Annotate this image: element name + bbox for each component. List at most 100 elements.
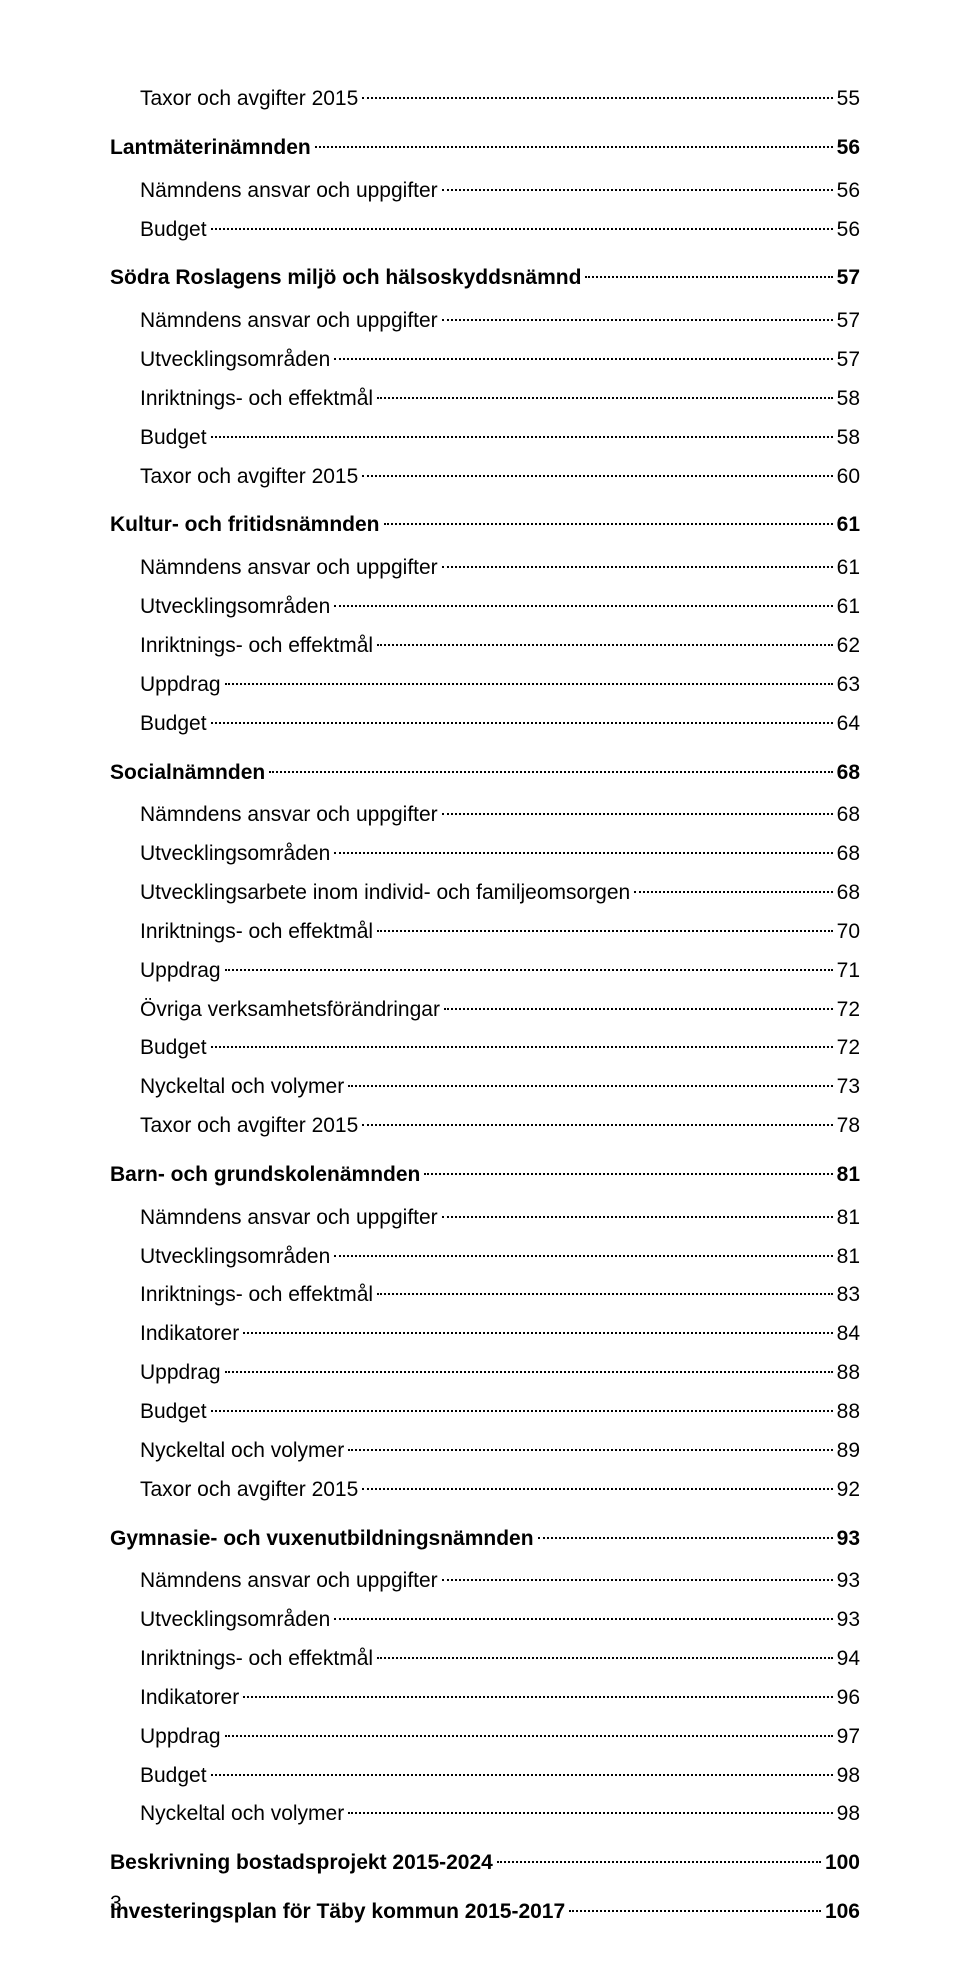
toc-label: Socialnämnden [110, 754, 265, 793]
toc-page-number: 93 [837, 1601, 860, 1640]
toc-entry: Utvecklingsområden93 [140, 1601, 860, 1640]
toc-dot-leader [334, 1242, 832, 1263]
toc-page-number: 96 [837, 1679, 860, 1718]
toc-dot-leader [362, 84, 832, 105]
toc-page-number: 98 [837, 1795, 860, 1834]
toc-label: Budget [140, 419, 207, 458]
toc-page-number: 68 [837, 835, 860, 874]
toc-entry: Taxor och avgifter 2015 60 [140, 458, 860, 497]
toc-page-number: 70 [837, 913, 860, 952]
toc-page-number: 56 [837, 129, 860, 168]
toc-entry: Nämndens ansvar och uppgifter61 [140, 549, 860, 588]
toc-label: Budget [140, 211, 207, 250]
toc-page-number: 73 [837, 1068, 860, 1107]
toc-dot-leader [243, 1319, 832, 1340]
toc-page-number: 57 [837, 259, 860, 298]
toc-dot-leader [225, 1358, 833, 1379]
toc-page-number: 89 [837, 1432, 860, 1471]
toc-label: Inriktnings- och effektmål [140, 380, 373, 419]
toc-entry: Lantmäterinämnden 56 [110, 129, 860, 168]
toc-dot-leader [442, 1203, 833, 1224]
toc-label: Lantmäterinämnden [110, 129, 311, 168]
toc-page-number: 57 [837, 341, 860, 380]
toc-dot-leader [243, 1683, 832, 1704]
toc-entry: Södra Roslagens miljö och hälsoskyddsnäm… [110, 259, 860, 298]
toc-label: Budget [140, 1757, 207, 1796]
toc-dot-leader [442, 176, 833, 197]
toc-page-number: 88 [837, 1393, 860, 1432]
toc-page-number: 56 [837, 211, 860, 250]
toc-label: Inriktnings- och effektmål [140, 1640, 373, 1679]
toc-dot-leader [334, 592, 832, 613]
toc-page-number: 61 [837, 506, 860, 545]
toc-dot-leader [211, 215, 833, 236]
toc-dot-leader [348, 1436, 832, 1457]
toc-label: Taxor och avgifter 2015 [140, 1471, 358, 1510]
toc-label: Södra Roslagens miljö och hälsoskyddsnäm… [110, 259, 581, 298]
toc-dot-leader [211, 709, 833, 730]
toc-entry: Gymnasie- och vuxenutbildningsnämnden93 [110, 1520, 860, 1559]
toc-entry: Uppdrag97 [140, 1718, 860, 1757]
toc-page-number: 81 [837, 1156, 860, 1195]
toc-label: Nyckeltal och volymer [140, 1432, 344, 1471]
toc-entry: Kultur- och fritidsnämnden61 [110, 506, 860, 545]
toc-entry: Nämndens ansvar och uppgifter81 [140, 1199, 860, 1238]
toc-entry: Budget64 [140, 705, 860, 744]
toc-dot-leader [211, 1033, 833, 1054]
toc-dot-leader [362, 1111, 832, 1132]
toc-page-number: 56 [837, 172, 860, 211]
toc-dot-leader [634, 878, 832, 899]
toc-dot-leader [442, 1566, 833, 1587]
toc-label: Budget [140, 705, 207, 744]
toc-entry: Budget58 [140, 419, 860, 458]
toc-page-number: 62 [837, 627, 860, 666]
toc-dot-leader [334, 1605, 832, 1626]
toc-label: Inriktnings- och effektmål [140, 627, 373, 666]
toc-page-number: 60 [837, 458, 860, 497]
toc-entry: Barn- och grundskolenämnden 81 [110, 1156, 860, 1195]
toc-dot-leader [442, 800, 833, 821]
toc-label: Utvecklingsområden [140, 835, 330, 874]
toc-dot-leader [384, 510, 833, 531]
toc-label: Indikatorer [140, 1315, 239, 1354]
toc-entry: Taxor och avgifter 201555 [140, 80, 860, 119]
toc-page-number: 55 [837, 80, 860, 119]
toc-label: Utvecklingsområden [140, 341, 330, 380]
toc-label: Taxor och avgifter 2015 [140, 458, 358, 497]
toc-dot-leader [377, 1644, 833, 1665]
toc-page-number: 92 [837, 1471, 860, 1510]
toc-entry: Uppdrag 88 [140, 1354, 860, 1393]
toc-entry: Utvecklingsområden 57 [140, 341, 860, 380]
toc-page-number: 72 [837, 991, 860, 1030]
toc-label: Inriktnings- och effektmål [140, 913, 373, 952]
toc-entry: Inriktnings- och effektmål94 [140, 1640, 860, 1679]
toc-dot-leader [377, 1280, 833, 1301]
toc-entry: Budget 88 [140, 1393, 860, 1432]
toc-label: Beskrivning bostadsprojekt 2015-2024 [110, 1844, 493, 1883]
toc-label: Taxor och avgifter 2015 [140, 1107, 358, 1146]
toc-label: Budget [140, 1393, 207, 1432]
toc-label: Nyckeltal och volymer [140, 1795, 344, 1834]
toc-label: Nämndens ansvar och uppgifter [140, 1562, 438, 1601]
toc-page-number: 63 [837, 666, 860, 705]
toc-label: Nämndens ansvar och uppgifter [140, 796, 438, 835]
toc-label: Uppdrag [140, 1354, 221, 1393]
toc-dot-leader [424, 1160, 832, 1181]
toc-entry: Investeringsplan för Täby kommun 2015-20… [110, 1893, 860, 1932]
toc-page-number: 98 [837, 1757, 860, 1796]
toc-dot-leader [377, 631, 833, 652]
toc-dot-leader [444, 995, 833, 1016]
toc-label: Gymnasie- och vuxenutbildningsnämnden [110, 1520, 534, 1559]
toc-entry: Nyckeltal och volymer 98 [140, 1795, 860, 1834]
toc-label: Barn- och grundskolenämnden [110, 1156, 420, 1195]
toc-entry: Budget 56 [140, 211, 860, 250]
toc-label: Nämndens ansvar och uppgifter [140, 1199, 438, 1238]
toc-entry: Nyckeltal och volymer 89 [140, 1432, 860, 1471]
toc-page-number: 78 [837, 1107, 860, 1146]
toc-page-number: 83 [837, 1276, 860, 1315]
document-page: Taxor och avgifter 201555Lantmäterinämnd… [0, 0, 960, 1976]
toc-page-number: 84 [837, 1315, 860, 1354]
toc-page-number: 88 [837, 1354, 860, 1393]
toc-page-number: 68 [837, 874, 860, 913]
toc-entry: Utvecklingsområden81 [140, 1238, 860, 1277]
